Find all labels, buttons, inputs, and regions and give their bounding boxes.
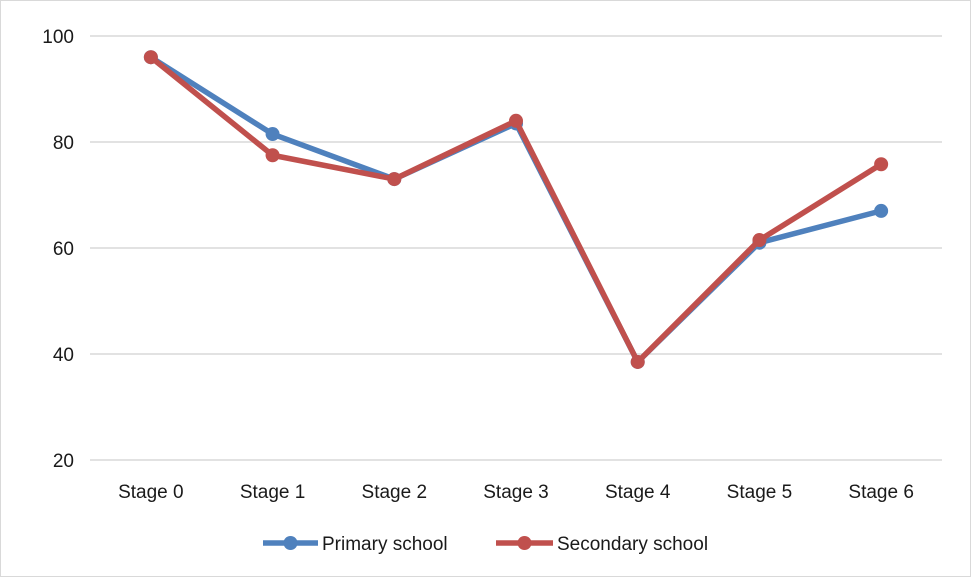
x-tick-label: Stage 6 (848, 482, 914, 503)
data-point (752, 233, 767, 248)
y-tick-label: 60 (53, 239, 74, 260)
data-point (630, 354, 645, 369)
data-point (265, 148, 280, 163)
x-tick-label: Stage 1 (240, 482, 306, 503)
data-point (265, 127, 280, 142)
data-point (874, 157, 889, 172)
y-tick-label: 40 (53, 345, 74, 366)
data-point (143, 50, 158, 65)
data-point (387, 172, 402, 187)
data-point (874, 203, 889, 218)
legend-marker (283, 536, 298, 550)
series-line (148, 54, 884, 365)
legend: Primary school Secondary school (263, 534, 708, 555)
legend-item: Primary school (263, 534, 448, 555)
series-line (148, 54, 884, 365)
legend-label: Secondary school (557, 534, 708, 555)
series-0 (143, 50, 889, 369)
x-tick-label: Stage 2 (362, 482, 428, 503)
legend-item: Secondary school (496, 534, 708, 555)
series-lines (143, 50, 889, 369)
x-tick-label: Stage 3 (483, 482, 549, 503)
y-tick-label: 80 (53, 133, 74, 154)
series-1 (143, 50, 889, 369)
x-tick-label: Stage 5 (727, 482, 793, 503)
legend-marker (517, 536, 532, 550)
x-axis-ticks: Stage 0 Stage 1 Stage 2 Stage 3 Stage 4 Stage… (118, 482, 914, 503)
x-tick-label: Stage 4 (605, 482, 671, 503)
y-tick-label: 100 (42, 27, 74, 48)
x-tick-label: Stage 0 (118, 482, 184, 503)
y-axis-ticks: 20 40 60 80 100 (42, 27, 74, 472)
y-tick-label: 20 (53, 451, 74, 472)
data-point (509, 113, 523, 128)
gridlines (90, 35, 942, 461)
legend-label: Primary school (322, 534, 448, 555)
